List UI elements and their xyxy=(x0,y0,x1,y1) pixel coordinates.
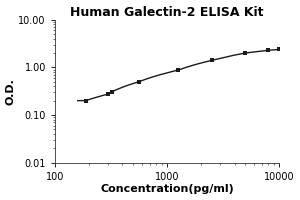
Y-axis label: O.D.: O.D. xyxy=(6,78,16,105)
Point xyxy=(176,69,180,72)
Point xyxy=(243,51,248,55)
Point xyxy=(136,80,141,83)
Point xyxy=(266,49,271,52)
Point xyxy=(83,99,88,102)
Point xyxy=(109,90,114,94)
Title: Human Galectin-2 ELISA Kit: Human Galectin-2 ELISA Kit xyxy=(70,6,264,19)
X-axis label: Concentration(pg/ml): Concentration(pg/ml) xyxy=(100,184,234,194)
Point xyxy=(277,48,281,51)
Point xyxy=(106,92,111,96)
Point xyxy=(209,59,214,62)
